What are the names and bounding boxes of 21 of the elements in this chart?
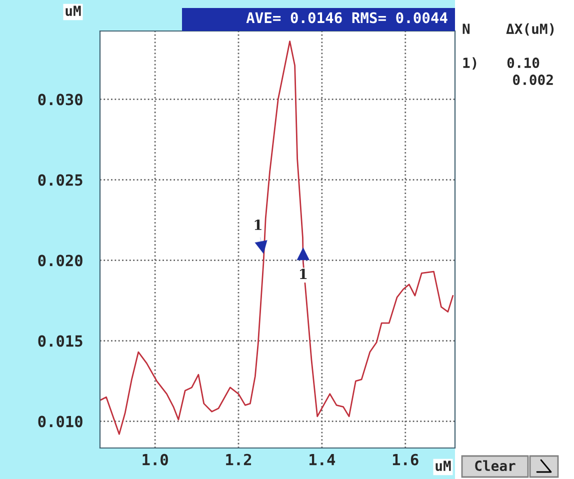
y-tick-label: 0.020 — [38, 254, 82, 266]
text: 0.002 — [513, 74, 553, 86]
x-tick-label: 1.2 — [226, 454, 252, 466]
y-tick-label: 0.010 — [38, 416, 82, 428]
chart-subtitle: AVE= 0.0146 RMS= 0.0044 — [246, 12, 448, 24]
y-tick-label: 0.030 — [38, 94, 82, 106]
x-tick-label: 1.6 — [392, 454, 418, 466]
text: N — [462, 24, 470, 34]
y-tick-label: 0.025 — [38, 174, 82, 186]
x-tick-label: 1.0 — [142, 454, 168, 466]
y-tick-label: 0.015 — [38, 335, 82, 347]
x-axis-title: uM — [436, 460, 451, 472]
annotation: 1 — [254, 220, 262, 230]
x-tick-label: 1.4 — [310, 454, 336, 466]
text: ΔX(uM) — [506, 23, 554, 36]
y-axis-title: uM — [66, 6, 81, 16]
text: 1) — [463, 57, 476, 70]
text: Clear — [475, 460, 516, 472]
annotation: 1 — [300, 268, 307, 279]
text: 0.10 — [507, 58, 540, 68]
line-series — [100, 40, 454, 435]
